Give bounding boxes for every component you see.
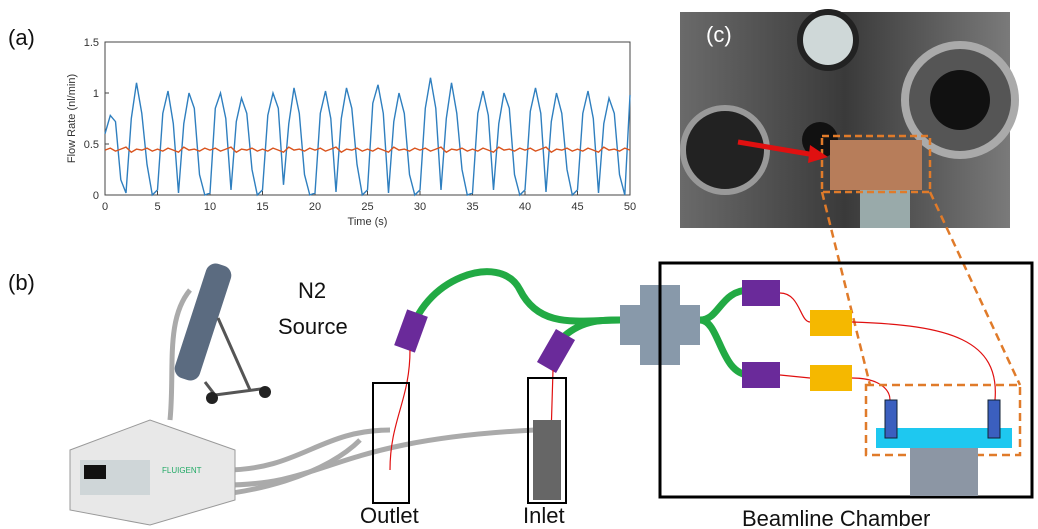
y-tick-label: 0.5 xyxy=(84,139,99,151)
diagram xyxy=(70,261,1032,525)
x-tick-label: 40 xyxy=(519,201,531,213)
x-tick-label: 10 xyxy=(204,201,216,213)
panel-label: (b) xyxy=(8,270,35,295)
x-tick-label: 5 xyxy=(154,201,160,213)
label: Source xyxy=(278,314,348,339)
y-tick-label: 0 xyxy=(93,190,99,202)
label: Beamline Chamber xyxy=(742,506,930,529)
panel-label: (a) xyxy=(8,25,35,50)
x-tick-label: 45 xyxy=(571,201,583,213)
label: Outlet xyxy=(360,503,419,528)
device-brand: FLUIGENT xyxy=(162,466,202,475)
x-tick-label: 20 xyxy=(309,201,321,213)
x-tick-label: 25 xyxy=(361,201,373,213)
x-axis-label: Time (s) xyxy=(348,216,388,228)
label: N2 xyxy=(298,278,326,303)
figure: (a) (b) (c) xyxy=(0,0,1038,529)
x-tick-label: 35 xyxy=(466,201,478,213)
x-tick-label: 15 xyxy=(256,201,268,213)
y-axis-label: Flow Rate (nl/min) xyxy=(66,74,78,163)
label: Inlet xyxy=(523,503,565,528)
x-tick-label: 0 xyxy=(102,201,108,213)
y-tick-label: 1.5 xyxy=(84,37,99,49)
panel-label: (c) xyxy=(706,22,732,47)
x-tick-label: 30 xyxy=(414,201,426,213)
y-tick-label: 1 xyxy=(93,88,99,100)
x-tick-label: 50 xyxy=(624,201,636,213)
